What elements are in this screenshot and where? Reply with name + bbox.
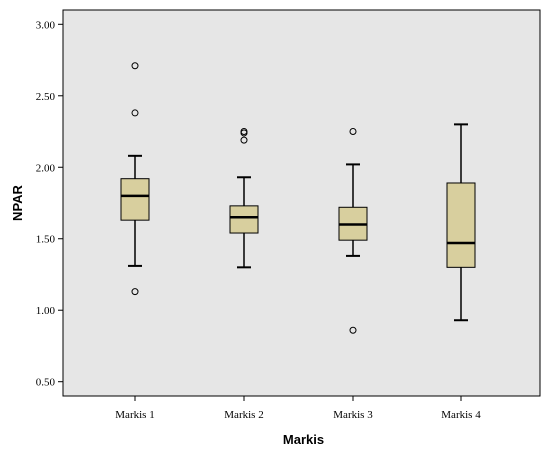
box-4: [446, 123, 476, 322]
box-2: [229, 128, 259, 269]
outlier-point: [131, 109, 139, 117]
x-axis: Markis 1 Markis 2 Markis 3 Markis 4: [115, 396, 481, 421]
y-tick-label: 3.00: [36, 19, 56, 31]
x-tick-label: Markis 3: [333, 409, 373, 421]
x-axis-title: Markis: [283, 432, 324, 447]
y-tick-label: 2.50: [36, 91, 56, 103]
x-tick-label: Markis 2: [224, 409, 263, 421]
y-tick-label: 2.00: [36, 162, 56, 174]
outlier-point: [349, 128, 357, 136]
iqr-box: [120, 178, 150, 221]
boxes: [120, 62, 476, 334]
x-tick-label: Markis 4: [441, 409, 481, 421]
y-axis-title: NPAR: [10, 184, 25, 220]
x-tick-label: Markis 1: [115, 409, 154, 421]
box-1: [120, 62, 150, 296]
outlier-point: [349, 326, 357, 334]
outlier-point: [240, 129, 248, 137]
outlier-point: [131, 288, 139, 296]
iqr-box: [229, 205, 259, 234]
y-tick-label: 0.50: [36, 377, 56, 389]
y-axis: 0.50 1.00 1.50 2.00 2.50 3.00: [36, 19, 63, 389]
y-tick-label: 1.00: [36, 305, 56, 317]
box-3: [338, 128, 368, 334]
outlier-point: [240, 136, 248, 144]
iqr-box: [446, 182, 476, 268]
y-tick-label: 1.50: [36, 234, 56, 246]
outlier-point: [131, 62, 139, 70]
